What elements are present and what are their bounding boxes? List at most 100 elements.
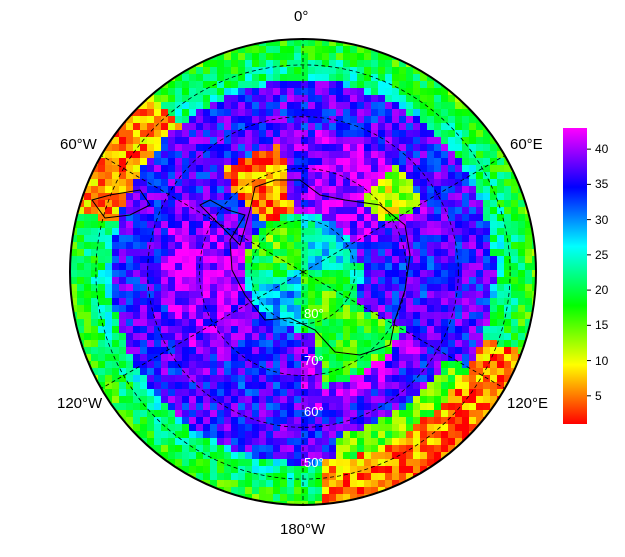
heatmap-cell (385, 221, 393, 229)
heatmap-cell (154, 207, 162, 215)
heatmap-cell (434, 193, 442, 201)
heatmap-cell (413, 368, 421, 376)
heatmap-cell (364, 270, 372, 278)
heatmap-cell (308, 333, 316, 341)
heatmap-cell (259, 74, 267, 82)
heatmap-cell (210, 354, 218, 362)
heatmap-cell (133, 200, 141, 208)
heatmap-cell (161, 445, 169, 453)
heatmap-cell (91, 305, 99, 313)
heatmap-cell (350, 172, 358, 180)
heatmap-cell (350, 326, 358, 334)
heatmap-cell (322, 88, 330, 96)
heatmap-cell (399, 389, 407, 397)
heatmap-cell (469, 186, 477, 194)
heatmap-cell (161, 74, 169, 82)
heatmap-cell (532, 284, 536, 292)
heatmap-cell (161, 186, 169, 194)
heatmap-cell (308, 340, 316, 348)
heatmap-cell (252, 473, 260, 481)
heatmap-cell (483, 137, 491, 145)
heatmap-cell (413, 179, 421, 187)
heatmap-cell (154, 95, 162, 103)
heatmap-cell (511, 158, 519, 166)
heatmap-cell (196, 249, 204, 257)
heatmap-cell (308, 277, 316, 285)
heatmap-cell (336, 214, 344, 222)
heatmap-cell (84, 333, 92, 341)
heatmap-cell (469, 214, 477, 222)
heatmap-cell (182, 361, 190, 369)
heatmap-cell (343, 382, 351, 390)
heatmap-cell (245, 487, 253, 495)
heatmap-cell (294, 263, 302, 271)
heatmap-cell (203, 228, 211, 236)
heatmap-cell (455, 144, 463, 152)
heatmap-cell (441, 382, 449, 390)
heatmap-cell (308, 480, 316, 488)
heatmap-cell (91, 340, 99, 348)
heatmap-cell (329, 193, 337, 201)
heatmap-cell (336, 263, 344, 271)
heatmap-cell (497, 347, 505, 355)
heatmap-cell (301, 95, 309, 103)
heatmap-cell (210, 347, 218, 355)
heatmap-cell (119, 165, 127, 173)
heatmap-cell (203, 249, 211, 257)
heatmap-cell (455, 340, 463, 348)
heatmap-cell (399, 116, 407, 124)
heatmap-cell (462, 291, 470, 299)
heatmap-cell (238, 396, 246, 404)
colorbar-tick-label: 25 (595, 247, 609, 262)
heatmap-cell (196, 130, 204, 138)
heatmap-cell (154, 410, 162, 418)
heatmap-cell (378, 116, 386, 124)
heatmap-cell (301, 319, 309, 327)
heatmap-cell (245, 333, 253, 341)
heatmap-cell (434, 424, 442, 432)
heatmap-cell (371, 396, 379, 404)
heatmap-cell (343, 67, 351, 75)
heatmap-cell (238, 459, 246, 467)
heatmap-cell (469, 144, 477, 152)
heatmap-cell (77, 277, 85, 285)
heatmap-cell (336, 179, 344, 187)
heatmap-cell (399, 438, 407, 446)
heatmap-cell (140, 263, 148, 271)
heatmap-cell (119, 200, 127, 208)
heatmap-cell (336, 375, 344, 383)
heatmap-cell (399, 312, 407, 320)
heatmap-cell (77, 298, 85, 306)
heatmap-cell (364, 410, 372, 418)
heatmap-cell (112, 382, 120, 390)
heatmap-cell (343, 361, 351, 369)
heatmap-cell (224, 67, 232, 75)
lon-label-120e: 120°E (507, 395, 549, 412)
heatmap-cell (252, 214, 260, 222)
heatmap-cell (504, 242, 512, 250)
heatmap-cell (476, 298, 484, 306)
heatmap-cell (371, 53, 379, 61)
heatmap-cell (245, 298, 253, 306)
heatmap-cell (343, 396, 351, 404)
heatmap-cell (343, 207, 351, 215)
heatmap-cell (147, 270, 155, 278)
heatmap-cell (182, 116, 190, 124)
heatmap-cell (364, 277, 372, 285)
heatmap-cell (112, 291, 120, 299)
heatmap-cell (245, 466, 253, 474)
heatmap-cell (140, 207, 148, 215)
heatmap-cell (196, 116, 204, 124)
heatmap-cell (98, 172, 106, 180)
heatmap-cell (469, 270, 477, 278)
heatmap-cell (350, 67, 358, 75)
heatmap-cell (455, 256, 463, 264)
heatmap-cell (203, 466, 211, 474)
heatmap-cell (294, 361, 302, 369)
heatmap-cell (504, 319, 512, 327)
heatmap-cell (343, 487, 351, 495)
heatmap-cell (378, 291, 386, 299)
heatmap-cell (238, 291, 246, 299)
heatmap-cell (119, 130, 127, 138)
